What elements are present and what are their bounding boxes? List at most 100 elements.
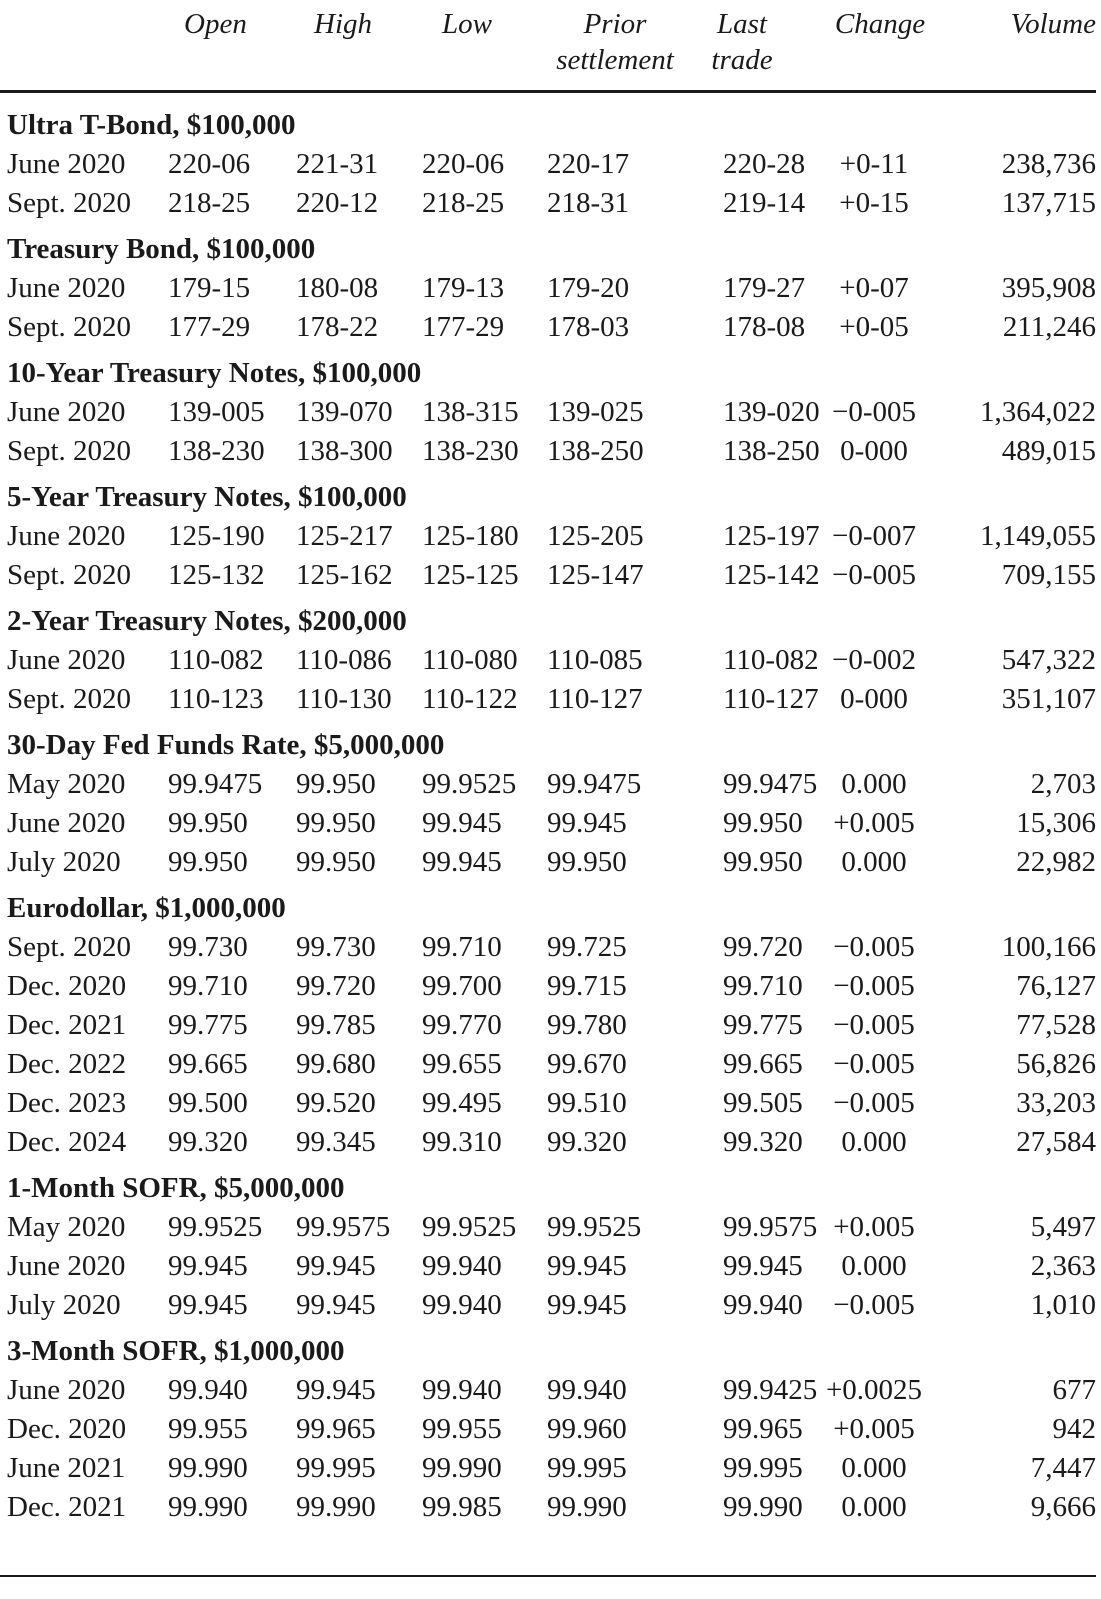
low-cell: 99.945 <box>422 845 502 878</box>
last-trade-cell: 99.950 <box>723 806 803 839</box>
open-cell: 177-29 <box>168 310 251 343</box>
prior-settlement-cell: 99.9475 <box>547 767 642 800</box>
month-cell: June 2020 <box>7 395 126 428</box>
table-row: May 2020 99.9525 99.9575 99.9525 99.9525 99.9… <box>0 1208 1096 1247</box>
last-trade-cell: 110-127 <box>723 682 819 715</box>
change-cell: −0.005 <box>833 969 915 1002</box>
month-cell: June 2020 <box>7 1373 126 1406</box>
low-cell: 110-122 <box>422 682 518 715</box>
month-cell: July 2020 <box>7 845 121 878</box>
change-cell: 0-000 <box>840 434 908 467</box>
month-cell: Dec. 2022 <box>7 1047 127 1080</box>
prior-settlement-cell: 99.725 <box>547 930 627 963</box>
last-trade-cell: 110-082 <box>723 643 819 676</box>
open-cell: 99.320 <box>168 1125 248 1158</box>
month-cell: May 2020 <box>7 1210 126 1243</box>
change-cell: 0.000 <box>841 845 907 878</box>
prior-settlement-cell: 99.950 <box>547 845 627 878</box>
section-title: 5-Year Treasury Notes, $100,000 <box>7 480 407 513</box>
change-cell: 0.000 <box>841 1451 907 1484</box>
change-cell: −0-002 <box>831 643 916 676</box>
prior-settlement-cell: 99.940 <box>547 1373 627 1406</box>
open-cell: 179-15 <box>168 271 251 304</box>
last-trade-cell: 99.9425 <box>723 1373 818 1406</box>
last-trade-cell: 99.990 <box>723 1490 803 1523</box>
low-cell: 99.310 <box>422 1125 502 1158</box>
change-cell: +0.005 <box>833 1210 915 1243</box>
month-cell: June 2021 <box>7 1451 126 1484</box>
table-row: June 2020 99.950 99.950 99.945 99.945 99.950 +… <box>0 804 1096 843</box>
low-cell: 99.955 <box>422 1412 502 1445</box>
volume-cell: 7,447 <box>1030 1451 1096 1484</box>
last-trade-cell: 220-28 <box>723 147 806 180</box>
section-title: 1-Month SOFR, $5,000,000 <box>7 1171 345 1204</box>
month-cell: Dec. 2021 <box>7 1490 127 1523</box>
table-row: Sept. 2020 125-132 125-162 125-125 125-147 12… <box>0 556 1096 595</box>
table-row: Sept. 2020 99.730 99.730 99.710 99.725 99.720… <box>0 928 1096 967</box>
volume-cell: 137,715 <box>1001 186 1096 219</box>
volume-cell: 677 <box>1052 1373 1097 1406</box>
open-cell: 220-06 <box>168 147 251 180</box>
month-cell: June 2020 <box>7 147 126 180</box>
table-row: Dec. 2023 99.500 99.520 99.495 99.510 99.505−… <box>0 1084 1096 1123</box>
low-cell: 99.940 <box>422 1373 502 1406</box>
high-cell: 178-22 <box>296 310 379 343</box>
open-cell: 99.775 <box>168 1008 248 1041</box>
open-cell: 138-230 <box>168 434 265 467</box>
header-high: High <box>314 8 372 40</box>
volume-cell: 2,703 <box>1030 767 1096 800</box>
high-cell: 99.950 <box>296 767 376 800</box>
prior-settlement-cell: 99.9525 <box>547 1210 642 1243</box>
volume-cell: 56,826 <box>1016 1047 1096 1080</box>
low-cell: 99.700 <box>422 969 502 1002</box>
high-cell: 220-12 <box>296 186 379 219</box>
high-cell: 99.9575 <box>296 1210 391 1243</box>
volume-cell: 76,127 <box>1016 969 1096 1002</box>
table-row: May 2020 99.9475 99.950 99.9525 99.9475 99.94… <box>0 765 1096 804</box>
header-change: Change <box>834 8 926 40</box>
last-trade-cell: 139-020 <box>723 395 820 428</box>
high-cell: 99.345 <box>296 1125 376 1158</box>
month-cell: Dec. 2021 <box>7 1008 127 1041</box>
section-header-row: Ultra T-Bond, $100,000 <box>0 91 1096 145</box>
high-cell: 99.990 <box>296 1490 376 1523</box>
table-row: June 2020 179-15 180-08 179-13 179-20 179-27 +… <box>0 269 1096 308</box>
high-cell: 110-130 <box>296 682 392 715</box>
last-trade-cell: 99.505 <box>723 1086 803 1119</box>
table-header: Open High Low Prior settlement Last trad… <box>0 0 1096 91</box>
open-cell: 99.945 <box>168 1249 248 1282</box>
last-trade-cell: 99.995 <box>723 1451 803 1484</box>
change-cell: +0-05 <box>839 310 909 343</box>
prior-settlement-cell: 179-20 <box>547 271 630 304</box>
section-header-row: 30-Day Fed Funds Rate, $5,000,000 <box>0 719 1096 765</box>
change-cell: −0.005 <box>833 1288 915 1321</box>
change-cell: −0.005 <box>833 1047 915 1080</box>
open-cell: 218-25 <box>168 186 251 219</box>
table-row: July 2020 99.945 99.945 99.940 99.945 99.940−… <box>0 1286 1096 1325</box>
volume-cell: 27,584 <box>1016 1125 1096 1158</box>
table-row: Dec. 2021 99.775 99.785 99.770 99.780 99.775−… <box>0 1006 1096 1045</box>
high-cell: 99.785 <box>296 1008 376 1041</box>
low-cell: 138-230 <box>422 434 519 467</box>
open-cell: 99.955 <box>168 1412 248 1445</box>
change-cell: +0.0025 <box>825 1373 923 1406</box>
table-row: June 2020 220-06 221-31 220-06 220-17 220-28 +… <box>0 145 1096 184</box>
last-trade-cell: 219-14 <box>723 186 806 219</box>
table-row: June 2020 139-005 139-070 138-315 139-025 139… <box>0 393 1096 432</box>
change-cell: −0-005 <box>831 395 916 428</box>
month-cell: Sept. 2020 <box>7 930 132 963</box>
high-cell: 99.950 <box>296 806 376 839</box>
high-cell: 99.950 <box>296 845 376 878</box>
table-row: Sept. 2020 177-29 178-22 177-29 178-03 178-08… <box>0 308 1096 347</box>
open-cell: 99.950 <box>168 806 248 839</box>
volume-cell: 1,364,022 <box>980 395 1096 428</box>
month-cell: Dec. 2023 <box>7 1086 127 1119</box>
open-cell: 99.665 <box>168 1047 248 1080</box>
high-cell: 99.520 <box>296 1086 376 1119</box>
open-cell: 110-123 <box>168 682 264 715</box>
low-cell: 125-180 <box>422 519 519 552</box>
section-header-row: 10-Year Treasury Notes, $100,000 <box>0 347 1096 393</box>
low-cell: 179-13 <box>422 271 505 304</box>
table-row: June 2021 99.990 99.995 99.990 99.995 99.995 0… <box>0 1449 1096 1488</box>
